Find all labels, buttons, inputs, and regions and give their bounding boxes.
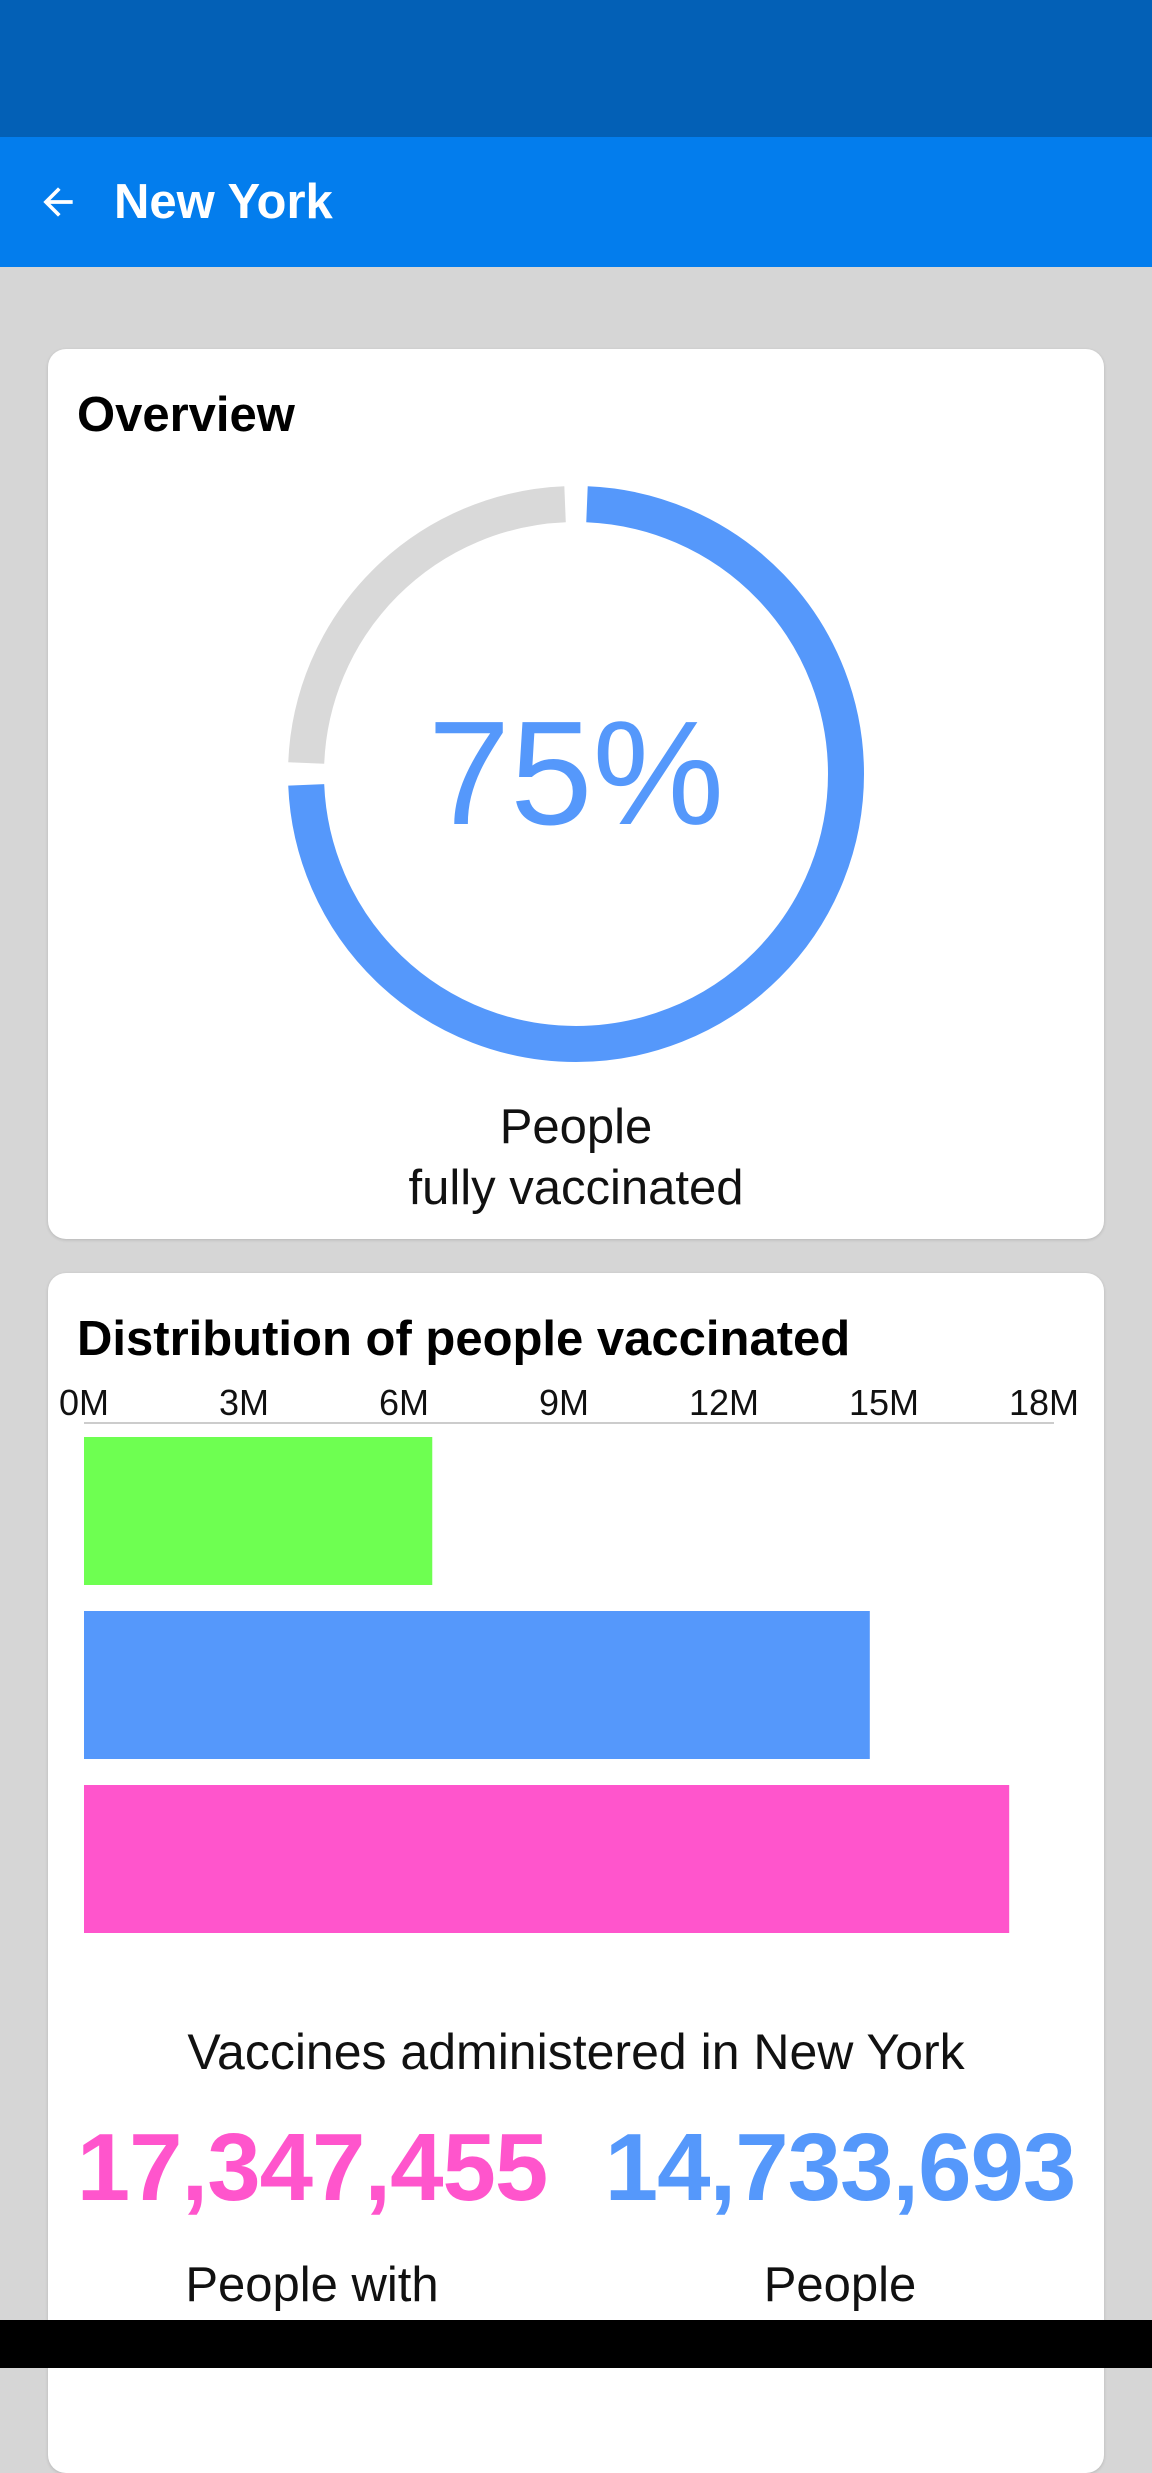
x-tick-label: 6M	[379, 1383, 429, 1423]
summary-title: Vaccines administered in New York	[187, 2024, 965, 2080]
bar-0	[84, 1437, 433, 1585]
stat-number: 17,347,455	[76, 2114, 548, 2221]
page-title: New York	[114, 175, 333, 229]
overview-card: Overview 75% People fully vaccinated	[48, 349, 1104, 1239]
back-button[interactable]	[26, 170, 90, 234]
caption-line-1: People	[499, 1100, 653, 1154]
app-bar: New York	[0, 137, 1152, 267]
progress-caption: People fully vaccinated	[48, 1097, 1104, 1219]
stat-people: 14,733,693 People	[576, 2113, 1104, 2313]
percent-vaccinated: 75%	[427, 691, 725, 856]
stat-doses: 17,347,455 People with	[48, 2113, 576, 2313]
stat-label: People with	[185, 2258, 439, 2312]
stat-number: 14,733,693	[604, 2114, 1076, 2221]
x-tick-label: 18M	[1009, 1383, 1079, 1423]
x-tick-label: 3M	[219, 1383, 269, 1423]
distribution-card: Distribution of people vaccinated 0M 3M 6M…	[48, 1273, 1104, 2473]
x-tick-label: 9M	[539, 1383, 589, 1423]
progress-ring-fill	[288, 486, 864, 1062]
x-tick-label: 0M	[59, 1383, 109, 1423]
status-bar	[0, 0, 1152, 137]
navigation-bar	[0, 2320, 1152, 2368]
stat-label: People	[763, 2258, 917, 2312]
overview-title: Overview	[77, 388, 295, 442]
x-tick-label: 12M	[689, 1383, 759, 1423]
caption-line-2: fully vaccinated	[408, 1161, 744, 1215]
bar-2	[84, 1785, 1010, 1933]
bar-1	[84, 1611, 870, 1759]
distribution-bar-chart: 0M 3M 6M 9M 12M 15M 18M	[59, 1383, 1079, 1933]
vaccination-progress-ring	[288, 486, 864, 1062]
x-tick-label: 15M	[849, 1383, 919, 1423]
arrow-left-icon	[43, 187, 73, 217]
distribution-title: Distribution of people vaccinated	[77, 1312, 851, 1366]
